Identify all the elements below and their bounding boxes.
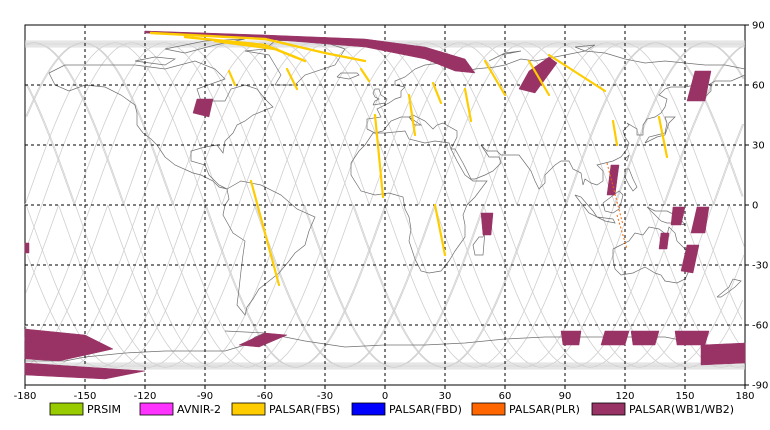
legend-swatch xyxy=(139,402,174,416)
legend-label: PALSAR(FBS) xyxy=(269,403,340,416)
x-tick-label: -180 xyxy=(14,391,37,402)
y-axis-ticks: 90 60 30 0 -30 -60 -90 xyxy=(745,21,768,392)
fbs-strip xyxy=(431,81,443,105)
orbit-track xyxy=(25,42,743,368)
y-tick-label: -90 xyxy=(752,381,768,392)
fbs-strip xyxy=(547,53,607,93)
coastline xyxy=(574,44,596,52)
x-tick-label: -120 xyxy=(134,391,157,402)
fbs-strip xyxy=(213,39,307,63)
orbit-track xyxy=(25,42,743,368)
fbs-strip xyxy=(433,203,447,257)
x-tick-label: 60 xyxy=(499,391,512,402)
map-gridlines xyxy=(25,25,745,385)
plr-strip xyxy=(616,214,628,250)
fbs-strip xyxy=(407,93,417,137)
y-tick-label: 90 xyxy=(752,21,765,32)
fbs-strip xyxy=(483,59,507,97)
y-tick-label: 30 xyxy=(752,141,765,152)
legend-label: PALSAR(PLR) xyxy=(509,403,580,416)
legend-swatch xyxy=(351,402,386,416)
wb-footprint xyxy=(560,330,582,346)
legend-swatch xyxy=(231,402,266,416)
coastline xyxy=(624,168,638,192)
wb-footprint xyxy=(24,334,34,344)
orbit-track xyxy=(172,42,533,368)
wb-footprint xyxy=(192,98,214,118)
wb-footprint xyxy=(690,206,710,234)
x-tick-label: -150 xyxy=(74,391,97,402)
legend-label: PRSIM xyxy=(87,403,121,416)
wb-footprint xyxy=(700,342,746,366)
wb-footprint xyxy=(674,330,710,346)
fbs-strip xyxy=(527,59,551,97)
legend: PRSIM AVNIR-2 PALSAR(FBS) PALSAR(FBD) PALSAR… xyxy=(49,402,734,416)
coastline xyxy=(644,116,676,144)
coastline xyxy=(350,130,488,274)
orbit-track xyxy=(27,42,745,368)
wb-footprint xyxy=(600,330,630,346)
fbs-strip xyxy=(149,31,367,63)
coastline xyxy=(624,154,630,162)
y-tick-label: -30 xyxy=(752,261,768,272)
coastline xyxy=(222,180,316,316)
x-tick-label: 0 xyxy=(382,391,388,402)
coastline xyxy=(488,50,522,62)
coastline xyxy=(336,72,360,80)
wb-footprint xyxy=(670,206,686,226)
plr-strip xyxy=(606,162,624,226)
orbit-track xyxy=(58,42,419,368)
legend-label: AVNIR-2 xyxy=(177,403,221,416)
orbit-track xyxy=(221,42,583,368)
coastline xyxy=(716,278,742,298)
y-tick-label: -60 xyxy=(752,321,768,332)
fbs-strip xyxy=(373,113,385,199)
x-tick-label: 90 xyxy=(559,391,572,402)
x-tick-label: 150 xyxy=(675,391,694,402)
wb-footprint xyxy=(630,330,660,346)
fbs-strip xyxy=(249,179,281,287)
wb-footprint xyxy=(24,328,114,362)
fbs-strip xyxy=(285,67,299,91)
coastline xyxy=(372,88,388,106)
coastline xyxy=(596,216,616,224)
x-tick-label: -60 xyxy=(257,391,273,402)
legend-swatch xyxy=(49,402,84,416)
coastline xyxy=(134,56,177,66)
fbs-strip xyxy=(611,119,619,147)
y-tick-label: 0 xyxy=(752,201,758,212)
wb-footprint xyxy=(238,332,288,348)
fbs-strip xyxy=(657,115,669,159)
wb-footprint xyxy=(24,362,146,380)
x-axis-ticks: -180 -150 -120 -90 -60 -30 0 30 60 90 120 150 180 xyxy=(14,385,755,402)
wb-footprint xyxy=(686,70,712,102)
x-tick-label: -30 xyxy=(317,391,333,402)
x-tick-label: -90 xyxy=(197,391,213,402)
legend-swatch xyxy=(471,402,506,416)
fbs-strip xyxy=(463,87,473,123)
palsar-plr-footprints xyxy=(606,162,628,250)
wb-footprint xyxy=(24,242,30,254)
legend-swatch xyxy=(591,402,626,416)
orbit-track xyxy=(107,42,469,368)
coastline xyxy=(48,60,274,190)
x-tick-label: 30 xyxy=(439,391,452,402)
palsar-fbs-footprints xyxy=(149,31,669,287)
y-tick-label: 60 xyxy=(752,81,765,92)
orbit-track xyxy=(27,42,745,368)
wb-footprint xyxy=(480,212,494,236)
orbit-track xyxy=(304,42,665,368)
coastline xyxy=(366,74,746,190)
fbs-strip xyxy=(227,69,237,87)
palsar-wb-footprints xyxy=(24,30,746,380)
legend-label: PALSAR(FBD) xyxy=(389,403,462,416)
legend-label: PALSAR(WB1/WB2) xyxy=(629,403,734,416)
wb-footprint xyxy=(658,232,670,250)
wb-footprint xyxy=(680,244,700,274)
x-tick-label: 180 xyxy=(735,391,754,402)
x-tick-label: 120 xyxy=(615,391,634,402)
fbs-strip xyxy=(359,67,371,83)
